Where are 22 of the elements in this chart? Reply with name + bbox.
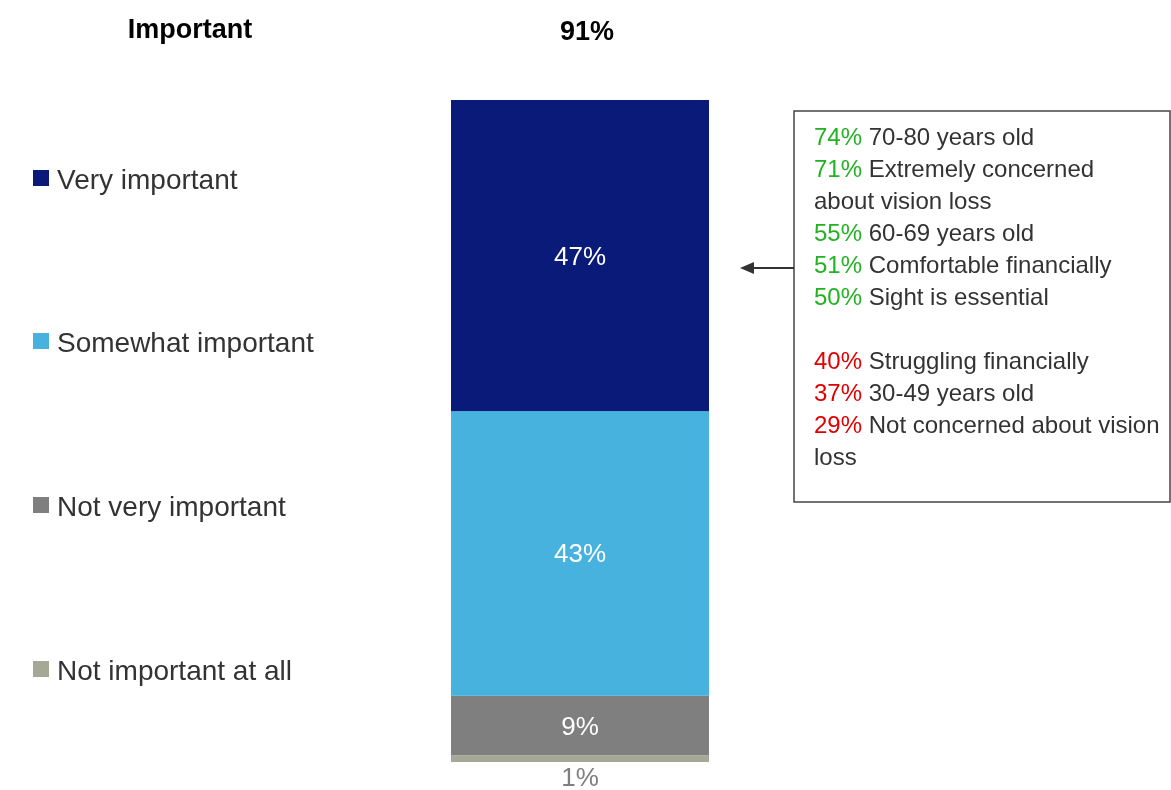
text: 29% Not concerned about vision loss <box>814 411 1160 470</box>
text: 40% Struggling financially <box>814 347 1089 374</box>
legend-label: Not very important <box>57 491 286 522</box>
text: 51% Comfortable financially <box>814 251 1112 278</box>
bar <box>451 100 709 412</box>
legend-label: Not important at all <box>57 655 292 686</box>
text: 74% 70-80 years old <box>814 123 1035 150</box>
text: 91% <box>559 16 615 46</box>
text: 71% Extremely concerned about vision loss <box>814 155 1095 214</box>
bar <box>451 695 709 756</box>
text: 37% 30-49 years old <box>814 379 1035 406</box>
text: 50% Sight is essential <box>814 283 1049 310</box>
legend-label: Very important <box>57 164 238 195</box>
data-label: 43% <box>553 538 607 569</box>
text: 55% 60-69 years old <box>814 219 1035 246</box>
bar <box>451 411 709 696</box>
legend-label: Somewhat important <box>57 327 315 358</box>
data-label: 1% <box>561 762 599 790</box>
data-label: 9% <box>561 710 599 741</box>
bar <box>451 755 709 762</box>
data-label: 47% <box>553 240 607 271</box>
text: Important <box>127 14 253 44</box>
